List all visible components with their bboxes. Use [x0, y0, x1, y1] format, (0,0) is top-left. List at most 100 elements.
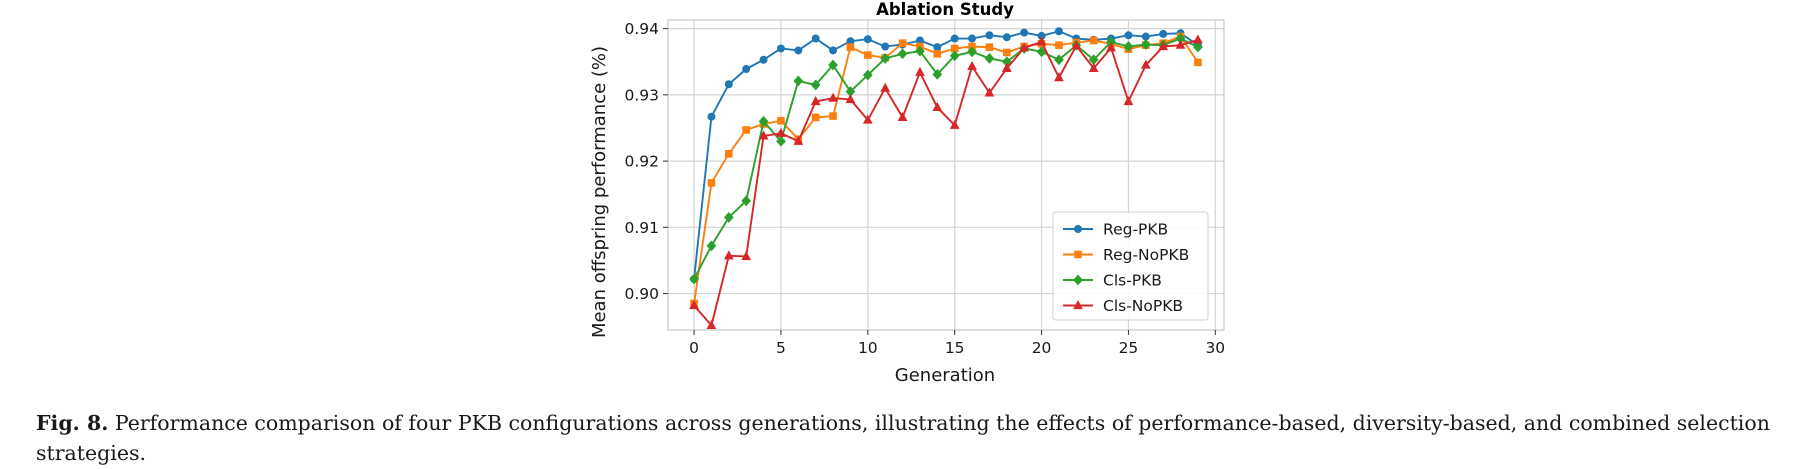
data-point: [810, 79, 821, 91]
data-point: [741, 251, 752, 261]
data-point: [776, 127, 786, 137]
data-point: [1193, 34, 1203, 44]
data-point: [1036, 36, 1047, 46]
data-point: [967, 46, 977, 58]
x-tick-label: 10: [858, 339, 878, 357]
data-point: [706, 240, 717, 252]
data-point: [1001, 62, 1012, 72]
data-point: [793, 135, 804, 145]
data-point: [776, 135, 786, 147]
data-point: [828, 92, 838, 102]
legend-item: Reg-PKB: [1063, 221, 1168, 239]
data-point: [1106, 42, 1116, 52]
caption-text: Performance comparison of four PKB confi…: [36, 411, 1770, 465]
data-point: [880, 82, 891, 92]
x-axis-label: Generation: [895, 365, 995, 386]
data-point: [1055, 41, 1063, 49]
data-point: [933, 43, 942, 52]
legend-label: Cls-PKB: [1103, 272, 1162, 290]
chart-title: Ablation Study: [876, 0, 1014, 19]
ablation-chart: Ablation Study 0 5 10 15 20 25 300.900.910.920…: [589, 0, 1225, 386]
data-point: [1089, 36, 1098, 45]
data-point: [949, 119, 960, 129]
legend-item: Cls-NoPKB: [1063, 297, 1183, 315]
legend-marker: [1074, 250, 1082, 259]
data-point: [1123, 41, 1134, 52]
x-tick-label: 30: [1205, 339, 1225, 357]
data-point: [793, 75, 804, 87]
data-point: [1054, 27, 1063, 36]
data-point: [689, 300, 699, 310]
data-point: [846, 43, 855, 51]
data-point: [932, 101, 943, 112]
data-point: [776, 44, 785, 53]
data-point: [829, 112, 837, 120]
data-point: [863, 35, 872, 44]
x-tick-label: 15: [945, 339, 965, 357]
data-point: [1054, 54, 1064, 66]
data-point: [1158, 41, 1169, 51]
series-cls-nopkb: [689, 34, 1203, 329]
data-point: [880, 53, 891, 64]
x-tick-label: 25: [1119, 339, 1139, 357]
data-point: [862, 69, 873, 81]
data-point: [864, 51, 872, 59]
legend-item: Reg-NoPKB: [1063, 246, 1189, 264]
data-point: [984, 87, 995, 97]
data-point: [811, 113, 820, 122]
data-point: [1019, 42, 1030, 52]
series-cls-pkb: [689, 33, 1203, 285]
legend-label: Cls-NoPKB: [1103, 297, 1183, 315]
figure-caption: Fig. 8. Performance comparison of four P…: [36, 408, 1786, 468]
legend-items: Reg-PKB Reg-NoPKB Cls-PKB Cls-NoPKB: [1063, 221, 1189, 315]
x-tick-label: 20: [1032, 339, 1052, 357]
data-point: [1159, 29, 1168, 38]
data-point: [984, 53, 995, 64]
data-point: [1175, 39, 1186, 49]
data-point: [881, 42, 890, 51]
data-point: [759, 55, 768, 64]
data-point: [723, 211, 734, 223]
data-point: [828, 59, 838, 71]
y-tick-label: 0.91: [624, 219, 659, 237]
data-point: [845, 94, 856, 104]
data-point: [742, 126, 750, 134]
data-point: [829, 46, 838, 55]
y-tick-label: 0.93: [624, 86, 659, 104]
data-point: [1088, 62, 1099, 72]
y-axis-label: Mean offspring performance (%): [589, 46, 610, 338]
data-point: [1036, 46, 1047, 58]
data-point: [1003, 48, 1011, 57]
data-point: [949, 50, 960, 62]
data-point: [950, 34, 959, 43]
data-point: [968, 34, 977, 43]
legend-item: Cls-PKB: [1063, 272, 1162, 290]
legend-marker: [1073, 300, 1083, 310]
data-point: [933, 49, 942, 58]
data-point: [689, 273, 699, 285]
data-point: [897, 48, 908, 60]
data-point: [707, 179, 716, 187]
legend-marker: [1074, 224, 1083, 233]
data-point: [1141, 32, 1150, 41]
data-point: [897, 111, 908, 121]
data-point: [724, 80, 733, 89]
data-point: [862, 114, 873, 124]
data-point: [1140, 39, 1151, 50]
data-point: [915, 45, 925, 57]
data-point: [811, 34, 820, 43]
data-point: [725, 150, 733, 158]
data-point: [915, 66, 925, 76]
data-point: [1002, 33, 1011, 42]
data-point: [742, 65, 751, 74]
data-point: [1140, 59, 1151, 69]
data-point: [967, 60, 977, 70]
data-point: [758, 130, 769, 140]
data-point: [1071, 40, 1082, 50]
data-point: [810, 96, 821, 106]
data-point: [985, 43, 994, 51]
data-point: [898, 39, 907, 47]
legend-box: [1052, 211, 1209, 321]
series-lines: [689, 27, 1203, 329]
y-tick-label: 0.90: [624, 285, 659, 303]
